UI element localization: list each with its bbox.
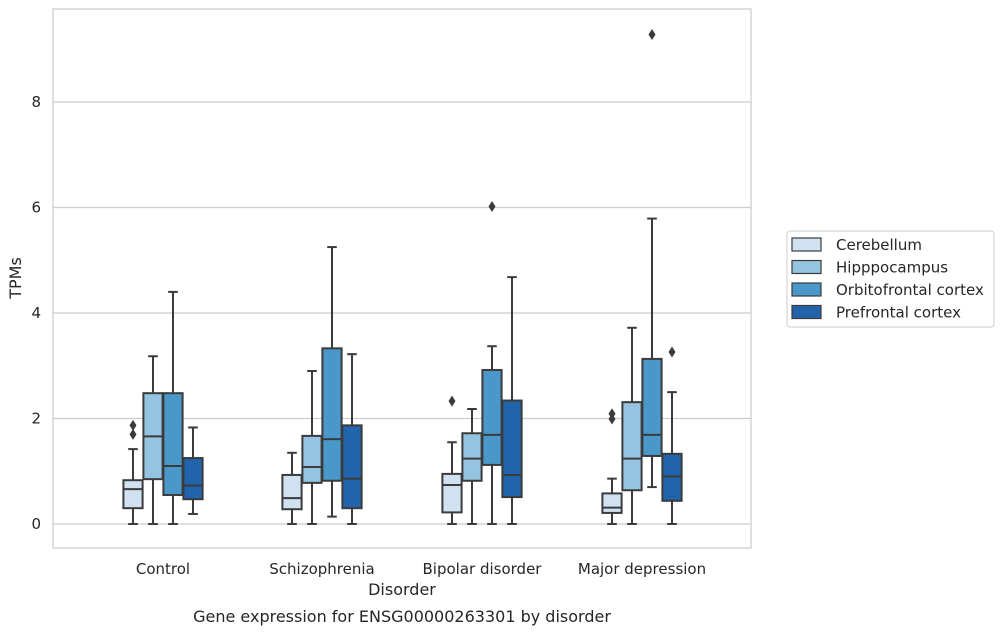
box-rect xyxy=(481,368,503,466)
plot-frame xyxy=(52,8,752,549)
box-prefrontal-cortex-3 xyxy=(661,346,683,525)
box-rect xyxy=(441,472,463,514)
legend-label: Orbitofrontal cortex xyxy=(836,281,984,299)
box-cerebellum-3 xyxy=(601,408,623,525)
outlier-point xyxy=(448,395,456,407)
box-rect xyxy=(601,492,623,514)
box-prefrontal-cortex-0 xyxy=(182,426,204,515)
y-tick-label: 6 xyxy=(31,199,41,217)
box-rect xyxy=(122,479,144,510)
legend-label: Hipppocampus xyxy=(836,259,948,277)
outlier-point xyxy=(668,346,676,358)
outlier-point xyxy=(129,419,137,431)
y-tick-label: 2 xyxy=(31,410,41,428)
box-rect xyxy=(621,401,643,492)
legend-frame xyxy=(786,230,995,328)
box-rect xyxy=(321,347,343,482)
box-rect xyxy=(641,357,663,457)
outlier-point xyxy=(129,428,137,440)
legend-swatch xyxy=(791,259,822,275)
boxes-layer xyxy=(122,28,683,525)
y-tick-label: 4 xyxy=(31,304,41,322)
box-hipppocampus-3 xyxy=(621,326,643,525)
box-rect xyxy=(341,424,363,510)
box-cerebellum-0 xyxy=(122,419,144,525)
box-rect xyxy=(301,434,323,484)
box-prefrontal-cortex-2 xyxy=(501,276,523,525)
box-orbitofrontal-cortex-0 xyxy=(162,290,184,525)
x-tick-labels: Control Schizophrenia Bipolar disorder Majo… xyxy=(136,560,706,578)
y-tick-label: 8 xyxy=(31,93,41,111)
box-rect xyxy=(501,399,523,499)
box-orbitofrontal-cortex-1 xyxy=(321,246,343,518)
x-tick-label: Bipolar disorder xyxy=(423,560,543,578)
legend-label: Cerebellum xyxy=(836,236,922,254)
box-prefrontal-cortex-1 xyxy=(341,353,363,525)
x-tick-label: Schizophrenia xyxy=(269,560,374,578)
legend-swatch xyxy=(791,237,822,252)
legend-label: Prefrontal cortex xyxy=(836,304,961,322)
outlier-point xyxy=(608,408,616,420)
outlier-point xyxy=(648,28,656,40)
box-hipppocampus-1 xyxy=(301,370,323,525)
y-tick-labels: 0 2 4 6 8 xyxy=(31,93,41,533)
legend-swatch xyxy=(791,304,822,320)
legend-swatch xyxy=(791,282,822,297)
box-orbitofrontal-cortex-2 xyxy=(481,200,503,525)
outlier-point xyxy=(488,200,496,212)
y-tick-label: 0 xyxy=(31,515,41,533)
box-rect xyxy=(182,457,204,501)
y-axis-label: TPMs xyxy=(6,257,25,300)
box-rect xyxy=(281,473,303,511)
box-orbitofrontal-cortex-3 xyxy=(641,28,663,489)
box-cerebellum-2 xyxy=(441,395,463,525)
box-cerebellum-1 xyxy=(281,451,303,525)
x-tick-label: Major depression xyxy=(578,560,706,578)
x-axis-label: Disorder xyxy=(368,580,436,599)
box-hipppocampus-0 xyxy=(142,355,164,525)
chart-caption: Gene expression for ENSG00000263301 by d… xyxy=(193,607,611,626)
x-tick-label: Control xyxy=(136,560,190,578)
box-rect xyxy=(461,432,483,482)
legend: Cerebellum Hipppocampus Orbitofrontal cort… xyxy=(786,230,995,328)
box-rect xyxy=(162,392,184,496)
box-hipppocampus-2 xyxy=(461,408,483,525)
